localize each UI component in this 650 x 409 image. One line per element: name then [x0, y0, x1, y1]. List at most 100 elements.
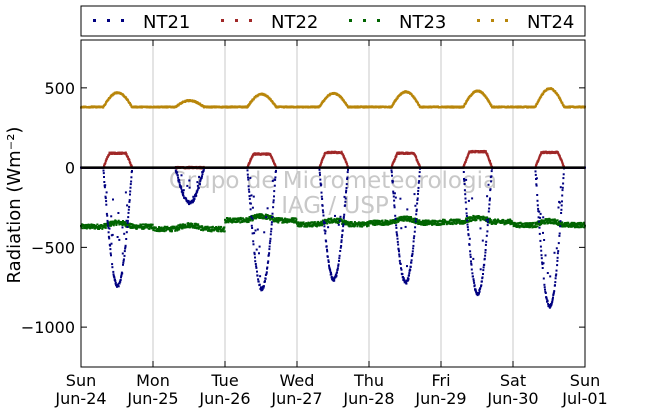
data-point: [148, 227, 151, 230]
data-point: [409, 218, 412, 220]
data-point: [483, 218, 486, 221]
data-point: [151, 223, 154, 226]
data-point: [341, 222, 344, 225]
data-point: [413, 96, 416, 99]
data-point: [163, 230, 166, 233]
data-point: [187, 226, 190, 229]
data-point: [473, 215, 476, 218]
data-point: [427, 223, 430, 226]
data-point: [304, 223, 307, 226]
data-point: [489, 102, 492, 105]
data-point: [485, 96, 488, 99]
data-point: [367, 221, 370, 224]
data-point: [560, 223, 563, 226]
data-point: [397, 220, 400, 223]
data-point: [88, 226, 91, 228]
data-point: [474, 219, 477, 222]
data-point: [470, 219, 473, 222]
data-point: [160, 229, 163, 232]
data-point: [517, 222, 520, 225]
data-point: [126, 156, 129, 158]
data-point: [408, 216, 411, 219]
data-point: [231, 221, 234, 224]
data-point: [297, 221, 300, 224]
data-point: [562, 104, 565, 107]
data-point: [356, 225, 359, 228]
data-point: [188, 223, 191, 226]
data-point: [372, 223, 374, 226]
data-point: [434, 220, 437, 223]
data-point: [178, 228, 181, 231]
data-point: [522, 222, 525, 225]
data-point: [295, 218, 298, 221]
data-point: [579, 226, 582, 229]
data-point: [573, 221, 576, 224]
data-point: [393, 159, 396, 162]
data-point: [537, 223, 540, 226]
data-point: [163, 228, 166, 231]
data-point: [454, 222, 457, 225]
data-point: [277, 221, 280, 224]
data-point: [400, 216, 403, 219]
data-point: [98, 228, 101, 230]
data-point: [223, 226, 226, 229]
data-point: [197, 223, 200, 226]
data-point: [206, 225, 209, 228]
data-point: [520, 222, 523, 225]
data-point: [441, 221, 444, 224]
data-point: [247, 165, 249, 168]
data-point: [502, 219, 505, 222]
data-point: [105, 157, 108, 160]
data-point: [109, 222, 112, 224]
data-point: [272, 160, 275, 163]
data-point: [81, 227, 84, 230]
data-point: [537, 101, 540, 103]
data-point: [457, 218, 460, 221]
data-point: [133, 226, 135, 229]
data-point: [499, 222, 502, 224]
data-point: [272, 159, 275, 162]
data-point: [396, 96, 399, 99]
data-point: [124, 221, 127, 224]
data-point: [237, 220, 240, 223]
data-point: [396, 217, 399, 220]
data-point: [509, 223, 512, 226]
data-point: [103, 226, 106, 229]
data-point: [298, 225, 301, 228]
data-point: [345, 220, 347, 223]
data-point: [342, 221, 345, 223]
data-point: [239, 221, 242, 224]
data-point: [357, 222, 360, 225]
data-point: [358, 222, 361, 225]
data-point: [235, 221, 238, 223]
data-point: [474, 217, 476, 220]
data-point: [401, 218, 404, 221]
data-point: [453, 221, 456, 224]
data-point: [358, 223, 361, 226]
data-point: [427, 219, 430, 222]
data-point: [534, 221, 537, 224]
data-point: [227, 217, 230, 220]
data-point: [574, 223, 577, 226]
data-point: [395, 153, 398, 156]
data-point: [154, 226, 157, 229]
data-point: [135, 224, 138, 227]
data-point: [309, 222, 311, 225]
data-point: [509, 218, 512, 221]
data-point: [403, 217, 406, 220]
data-point: [322, 157, 325, 160]
data-point: [258, 217, 261, 219]
data-point: [274, 164, 277, 167]
data-point: [535, 104, 537, 107]
data-point: [150, 225, 153, 228]
data-point: [298, 223, 301, 226]
data-point: [227, 221, 230, 224]
data-point: [141, 227, 144, 230]
data-point: [518, 226, 521, 229]
data-point: [484, 94, 487, 97]
data-point: [580, 221, 582, 224]
data-point: [479, 218, 482, 221]
data-point: [325, 220, 328, 223]
data-point: [146, 226, 149, 229]
grid-lines: [152, 40, 514, 367]
